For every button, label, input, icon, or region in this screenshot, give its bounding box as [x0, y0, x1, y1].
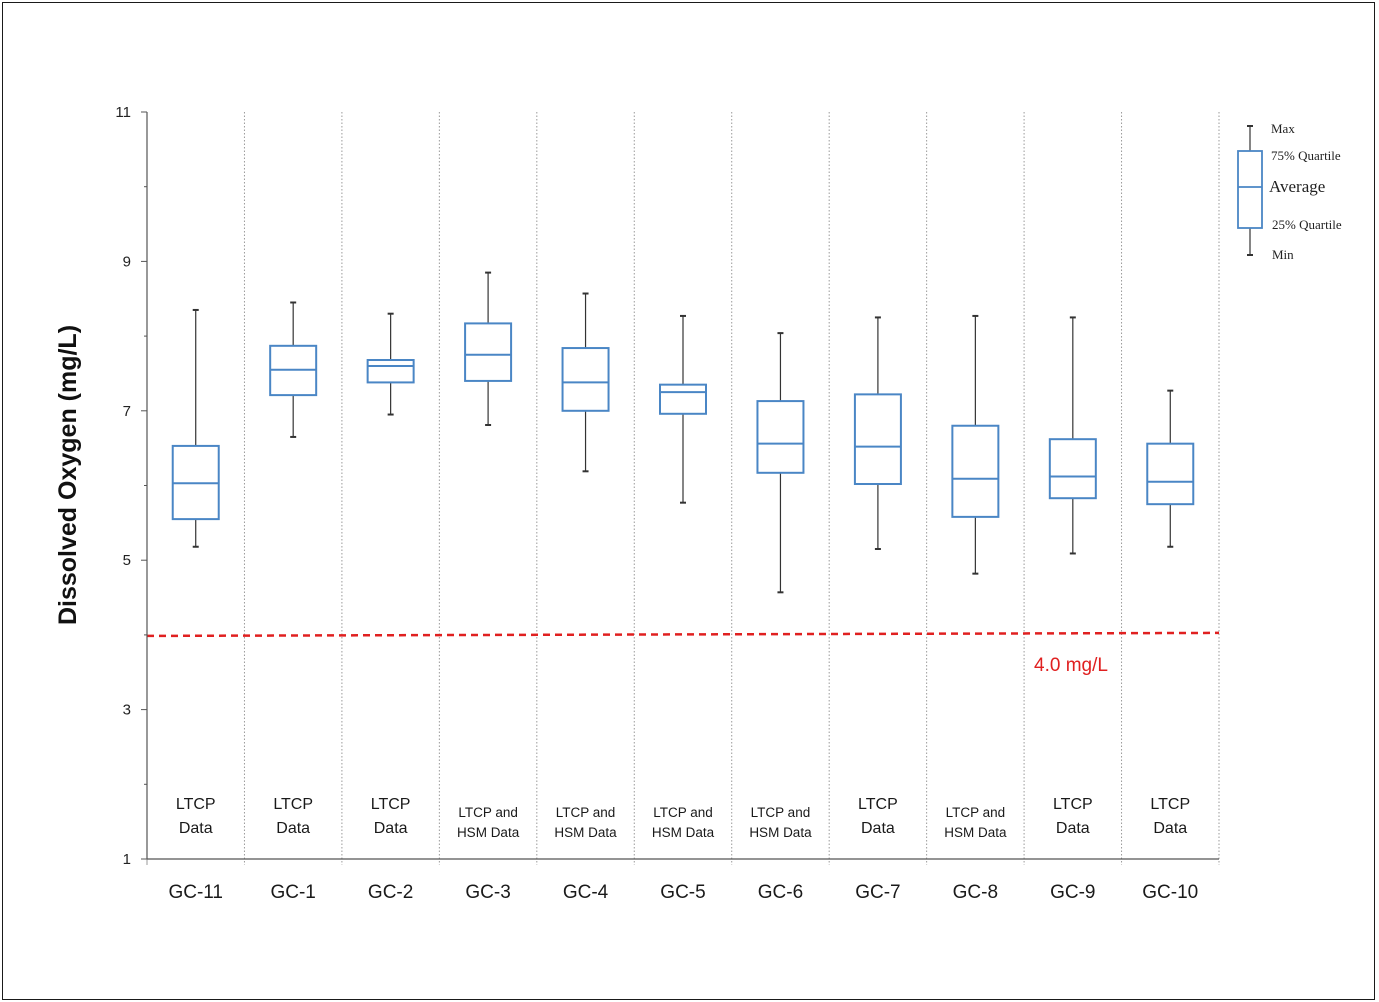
data-source-label: LTCP: [273, 796, 313, 813]
label-layer: GC-11 LTCP Data GC-1 LTCP Data GC-2 LTCP Data GC-…: [168, 796, 1198, 903]
iqr-box: [853, 393, 902, 486]
legend-label: Min: [1272, 247, 1294, 262]
legend-label: 75% Quartile: [1271, 148, 1341, 163]
category-label: GC-3: [465, 882, 510, 903]
y-tick-label: 3: [123, 702, 131, 719]
iqr-box: [1146, 442, 1195, 506]
box-gc-9: [1048, 316, 1097, 555]
y-tick-label: 1: [123, 851, 131, 868]
data-source-label: Data: [276, 820, 310, 837]
data-source-label: HSM Data: [554, 825, 617, 840]
data-source-label: HSM Data: [944, 825, 1007, 840]
data-source-label: Data: [179, 820, 213, 837]
box-gc-4: [561, 292, 610, 473]
category-label: GC-11: [168, 882, 223, 903]
data-source-label: HSM Data: [652, 825, 715, 840]
data-source-label: LTCP and: [751, 805, 811, 820]
y-axis-title: Dissolved Oxygen (mg/L): [54, 325, 82, 625]
data-source-label: Data: [1056, 820, 1090, 837]
box-layer: [171, 271, 1195, 594]
box-gc-1: [269, 301, 318, 438]
data-source-label: LTCP: [1053, 796, 1093, 813]
box-gc-5: [659, 314, 707, 504]
y-tick-label: 7: [123, 403, 131, 420]
category-label: GC-8: [953, 882, 998, 903]
box-gc-8: [951, 314, 1000, 575]
data-source-label: LTCP: [1150, 796, 1190, 813]
data-source-label: LTCP: [371, 796, 411, 813]
data-source-label: LTCP and: [946, 805, 1006, 820]
threshold-layer: [146, 631, 1220, 638]
category-label: GC-6: [758, 882, 803, 903]
iqr-box: [1048, 438, 1097, 500]
iqr-box: [951, 424, 1000, 518]
iqr-box: [561, 347, 610, 412]
iqr-box: [464, 322, 513, 382]
data-source-label: LTCP and: [458, 805, 518, 820]
data-source-label: LTCP and: [653, 805, 713, 820]
data-source-label: LTCP: [858, 796, 898, 813]
box-gc-6: [756, 332, 805, 594]
data-source-label: HSM Data: [749, 825, 812, 840]
axis-layer: 1 3 5 7 9 11: [115, 104, 1219, 868]
category-label: GC-1: [270, 882, 315, 903]
iqr-box: [756, 400, 805, 474]
category-label: GC-5: [660, 882, 705, 903]
threshold-line: [146, 631, 1220, 638]
legend-box: [1237, 150, 1263, 229]
data-source-label: Data: [861, 820, 895, 837]
data-source-label: LTCP and: [556, 805, 616, 820]
y-tick-label: 9: [123, 253, 131, 270]
box-gc-3: [464, 271, 513, 426]
legend: Max 75% Quartile Average 25% Quartile Min: [1237, 121, 1342, 262]
iqr-box: [659, 383, 707, 415]
category-label: GC-9: [1050, 882, 1095, 903]
box-gc-2: [366, 312, 415, 416]
data-source-label: Data: [374, 820, 408, 837]
box-gc-10: [1146, 389, 1195, 548]
threshold-label: 4.0 mg/L: [1034, 655, 1108, 676]
category-label: GC-7: [855, 882, 900, 903]
data-source-label: HSM Data: [457, 825, 520, 840]
y-tick-label: 5: [123, 552, 131, 569]
data-source-label: LTCP: [176, 796, 216, 813]
box-gc-7: [853, 316, 902, 550]
iqr-box: [366, 359, 415, 384]
category-label: GC-2: [368, 882, 413, 903]
legend-label: 25% Quartile: [1272, 217, 1342, 232]
category-label: GC-10: [1142, 882, 1198, 903]
legend-label: Average: [1269, 177, 1325, 196]
legend-label: Max: [1271, 121, 1295, 136]
box-gc-11: [171, 308, 220, 548]
data-source-label: Data: [1153, 820, 1187, 837]
category-label: GC-4: [563, 882, 609, 903]
y-tick-label: 11: [115, 104, 131, 121]
